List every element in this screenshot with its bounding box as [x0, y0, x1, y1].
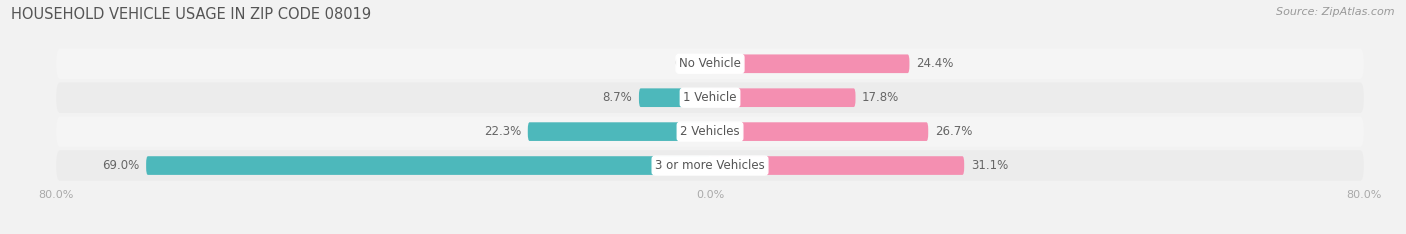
FancyBboxPatch shape	[56, 82, 1364, 113]
Text: No Vehicle: No Vehicle	[679, 57, 741, 70]
Text: 22.3%: 22.3%	[484, 125, 522, 138]
Text: 26.7%: 26.7%	[935, 125, 972, 138]
Text: 0.0%: 0.0%	[673, 57, 703, 70]
Text: 2 Vehicles: 2 Vehicles	[681, 125, 740, 138]
FancyBboxPatch shape	[710, 55, 910, 73]
Text: Source: ZipAtlas.com: Source: ZipAtlas.com	[1277, 7, 1395, 17]
FancyBboxPatch shape	[56, 48, 1364, 79]
Text: 69.0%: 69.0%	[103, 159, 139, 172]
FancyBboxPatch shape	[56, 116, 1364, 147]
FancyBboxPatch shape	[56, 150, 1364, 181]
FancyBboxPatch shape	[527, 122, 710, 141]
FancyBboxPatch shape	[638, 88, 710, 107]
FancyBboxPatch shape	[146, 156, 710, 175]
Text: 24.4%: 24.4%	[915, 57, 953, 70]
Text: 3 or more Vehicles: 3 or more Vehicles	[655, 159, 765, 172]
FancyBboxPatch shape	[710, 88, 855, 107]
FancyBboxPatch shape	[710, 156, 965, 175]
Text: 17.8%: 17.8%	[862, 91, 900, 104]
Text: 31.1%: 31.1%	[970, 159, 1008, 172]
Text: HOUSEHOLD VEHICLE USAGE IN ZIP CODE 08019: HOUSEHOLD VEHICLE USAGE IN ZIP CODE 0801…	[11, 7, 371, 22]
Text: 1 Vehicle: 1 Vehicle	[683, 91, 737, 104]
Text: 8.7%: 8.7%	[603, 91, 633, 104]
FancyBboxPatch shape	[710, 122, 928, 141]
